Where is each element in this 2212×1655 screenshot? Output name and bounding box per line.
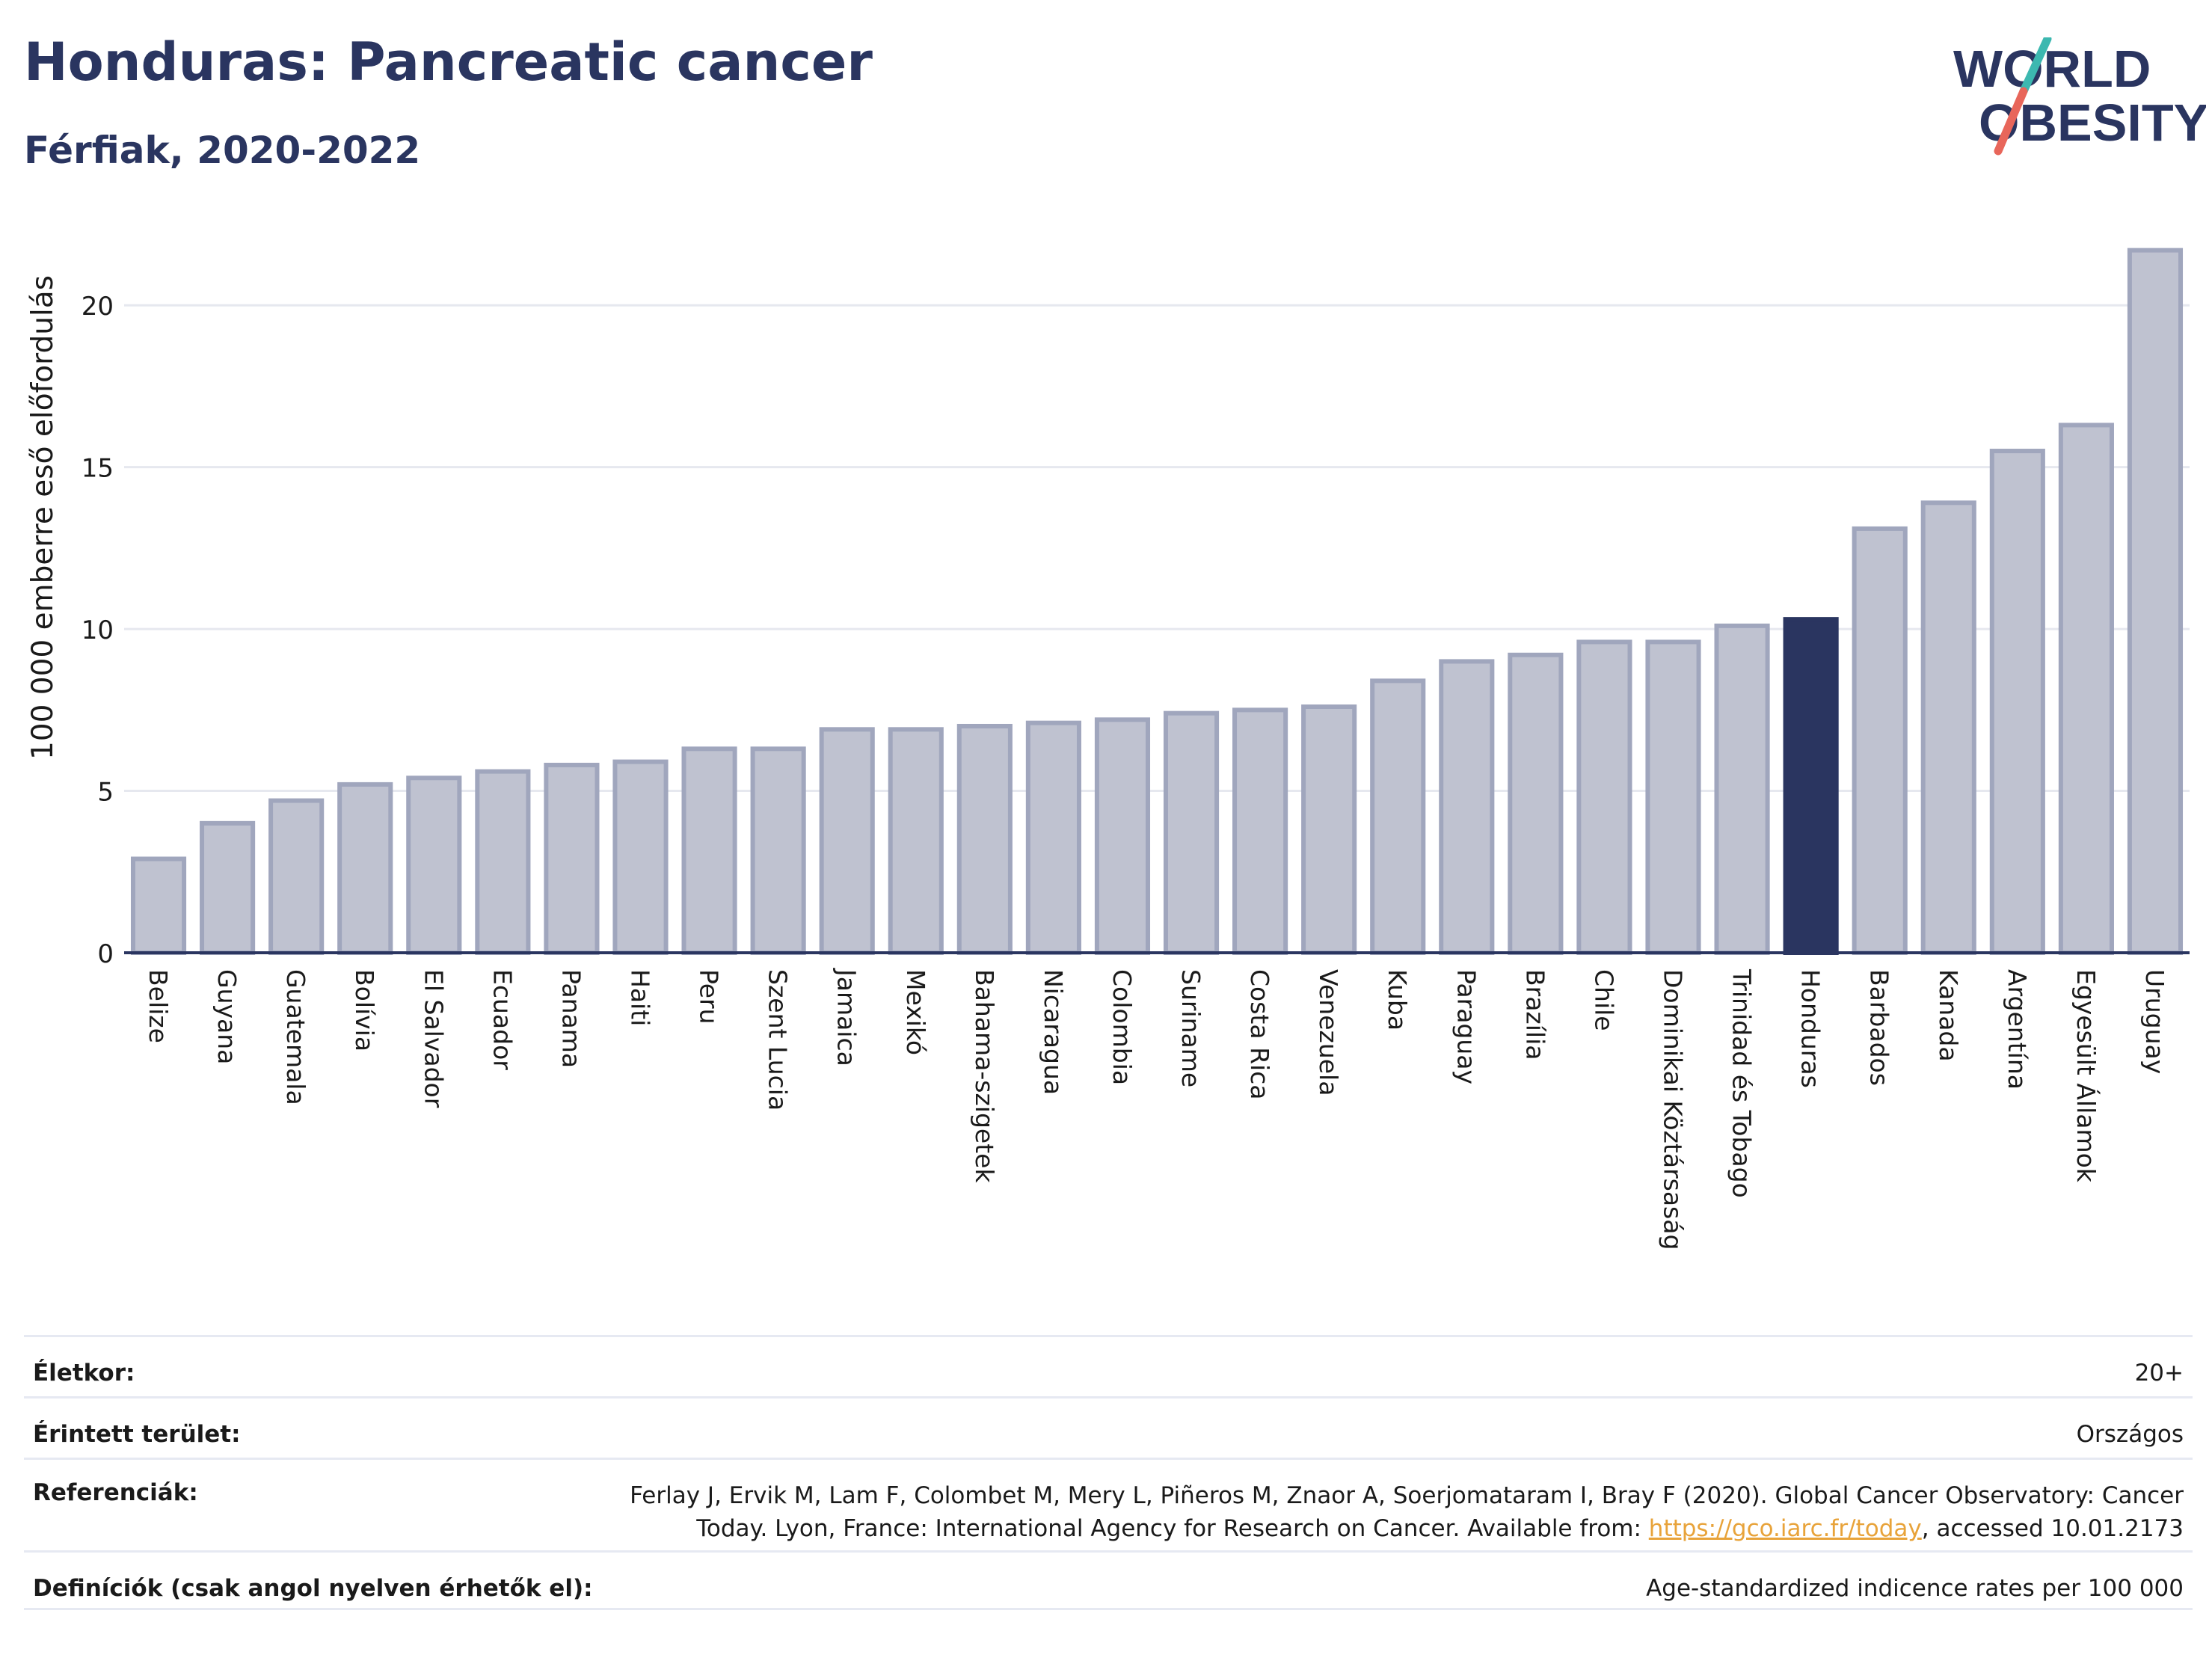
bar — [1163, 710, 1220, 955]
x-tick-label: Peru — [695, 969, 724, 1025]
bar — [1301, 704, 1357, 955]
x-tick-label: Guatemala — [281, 969, 310, 1105]
metadata-table: Életkor: 20+ Érintett terület: Országos … — [24, 1335, 2193, 1610]
meta-area-label: Érintett terület: — [33, 1421, 241, 1448]
meta-ref-text: Ferlay J, Ervik M, Lam F, Colombet M, Me… — [630, 1482, 2184, 1542]
meta-ref-value: Ferlay J, Ervik M, Lam F, Colombet M, Me… — [553, 1479, 2184, 1545]
chart-subtitle: Férfiak, 2020-2022 — [24, 129, 421, 172]
x-tick-label: Belize — [144, 969, 173, 1043]
x-tick-label: Haiti — [626, 969, 655, 1026]
x-tick-label: Dominikai Köztársaság — [1659, 969, 1688, 1250]
meta-row-definitions: Definíciók (csak angol nyelven érhetők e… — [24, 1550, 2193, 1610]
x-tick-label: Mexikó — [901, 969, 930, 1055]
y-tick-label: 5 — [97, 778, 114, 808]
meta-ref-link[interactable]: https://gco.iarc.fr/today — [1648, 1515, 1922, 1542]
bar — [475, 769, 531, 956]
bar — [337, 782, 393, 956]
bar — [681, 746, 737, 956]
bar — [1852, 526, 1908, 955]
gridlines — [124, 304, 2190, 793]
x-tick-label: Costa Rica — [1245, 969, 1274, 1100]
x-tick-label: Bolívia — [350, 969, 379, 1051]
meta-row-age: Életkor: 20+ — [24, 1335, 2193, 1396]
bar — [888, 727, 944, 955]
meta-age-value: 20+ — [2134, 1360, 2184, 1387]
meta-ref-label: Referenciák: — [33, 1479, 198, 1506]
bar — [1232, 707, 1288, 955]
bars — [130, 248, 2184, 956]
y-tick-labels: 0 5 10 15 20 — [82, 292, 114, 969]
bar — [1576, 639, 1632, 956]
bar — [956, 723, 1013, 955]
x-tick-label: Colombia — [1107, 969, 1137, 1085]
bar — [1508, 652, 1564, 956]
x-tick-label: Brazília — [1520, 969, 1549, 1060]
x-tick-label: Szent Lucia — [764, 969, 793, 1111]
y-tick-label: 0 — [97, 939, 114, 969]
x-tick-label: Honduras — [1796, 969, 1825, 1088]
bar — [544, 762, 600, 955]
bar — [200, 820, 256, 956]
bar — [130, 856, 187, 956]
meta-def-label: Definíciók (csak angol nyelven érhetők e… — [33, 1575, 593, 1602]
x-tick-label: Jamaica — [832, 968, 861, 1066]
x-tick-label: Nicaragua — [1039, 969, 1068, 1095]
y-tick-label: 20 — [82, 292, 114, 322]
bar — [406, 776, 462, 955]
x-tick-label: Kuba — [1383, 969, 1412, 1031]
x-tick-label: Trinidad és Tobago — [1727, 968, 1757, 1198]
logo-word-world: WORLD — [1953, 40, 2151, 98]
bar — [268, 798, 325, 956]
meta-row-area: Érintett terület: Országos — [24, 1396, 2193, 1458]
bar — [819, 727, 875, 955]
y-tick-label: 10 — [82, 615, 114, 645]
bar — [1094, 717, 1151, 955]
x-tick-label: El Salvador — [419, 969, 448, 1108]
logo-slash-top — [2019, 37, 2052, 96]
bar — [1370, 678, 1426, 956]
meta-ref-suffix: , accessed 10.01.2173 — [1921, 1515, 2184, 1542]
y-tick-label: 15 — [82, 454, 114, 484]
x-tick-label: Kanada — [1934, 969, 1963, 1062]
x-tick-label: Venezuela — [1314, 969, 1343, 1096]
bar — [2058, 423, 2114, 955]
meta-age-label: Életkor: — [33, 1360, 135, 1387]
x-tick-label: Panama — [556, 969, 586, 1068]
x-tick-label: Guyana — [212, 969, 242, 1064]
x-tick-labels: Belize Guyana Guatemala Bolívia El Salvador E… — [144, 968, 2169, 1250]
bar — [1645, 639, 1701, 956]
x-tick-label: Ecuador — [488, 969, 517, 1070]
bar — [2127, 248, 2184, 955]
bar — [1920, 500, 1976, 955]
logo-slash-bottom — [1994, 87, 2028, 156]
x-tick-label: Paraguay — [1451, 969, 1481, 1084]
x-tick-label: Barbados — [1865, 969, 1894, 1086]
bar — [1025, 720, 1081, 955]
x-tick-label: Argentína — [2003, 969, 2032, 1090]
x-tick-label: Bahama-szigetek — [970, 969, 999, 1183]
y-axis-title: 100 000 emberre eső előfordulás — [26, 275, 60, 760]
bar — [1714, 623, 1770, 955]
bar — [750, 746, 806, 956]
meta-def-value: Age-standardized indicence rates per 100… — [1646, 1575, 2184, 1602]
bar — [612, 759, 669, 956]
bar — [1439, 659, 1495, 956]
world-obesity-logo: WORLD OBESITY — [1953, 37, 2206, 156]
x-tick-label: Suriname — [1176, 969, 1205, 1087]
meta-area-value: Országos — [2076, 1421, 2184, 1448]
bar — [1989, 449, 2045, 955]
bar-highlight — [1783, 617, 1839, 955]
x-tick-label: Uruguay — [2140, 969, 2169, 1074]
chart-title: Honduras: Pancreatic cancer — [24, 31, 873, 93]
x-tick-label: Chile — [1589, 969, 1618, 1031]
x-tick-label: Egyesült Államok — [2071, 969, 2101, 1183]
meta-row-references: Referenciák: Ferlay J, Ervik M, Lam F, C… — [24, 1458, 2193, 1550]
bar-chart: 0 5 10 15 20 Belize Guyana Guatemala Bolívia El … — [26, 248, 2190, 1250]
